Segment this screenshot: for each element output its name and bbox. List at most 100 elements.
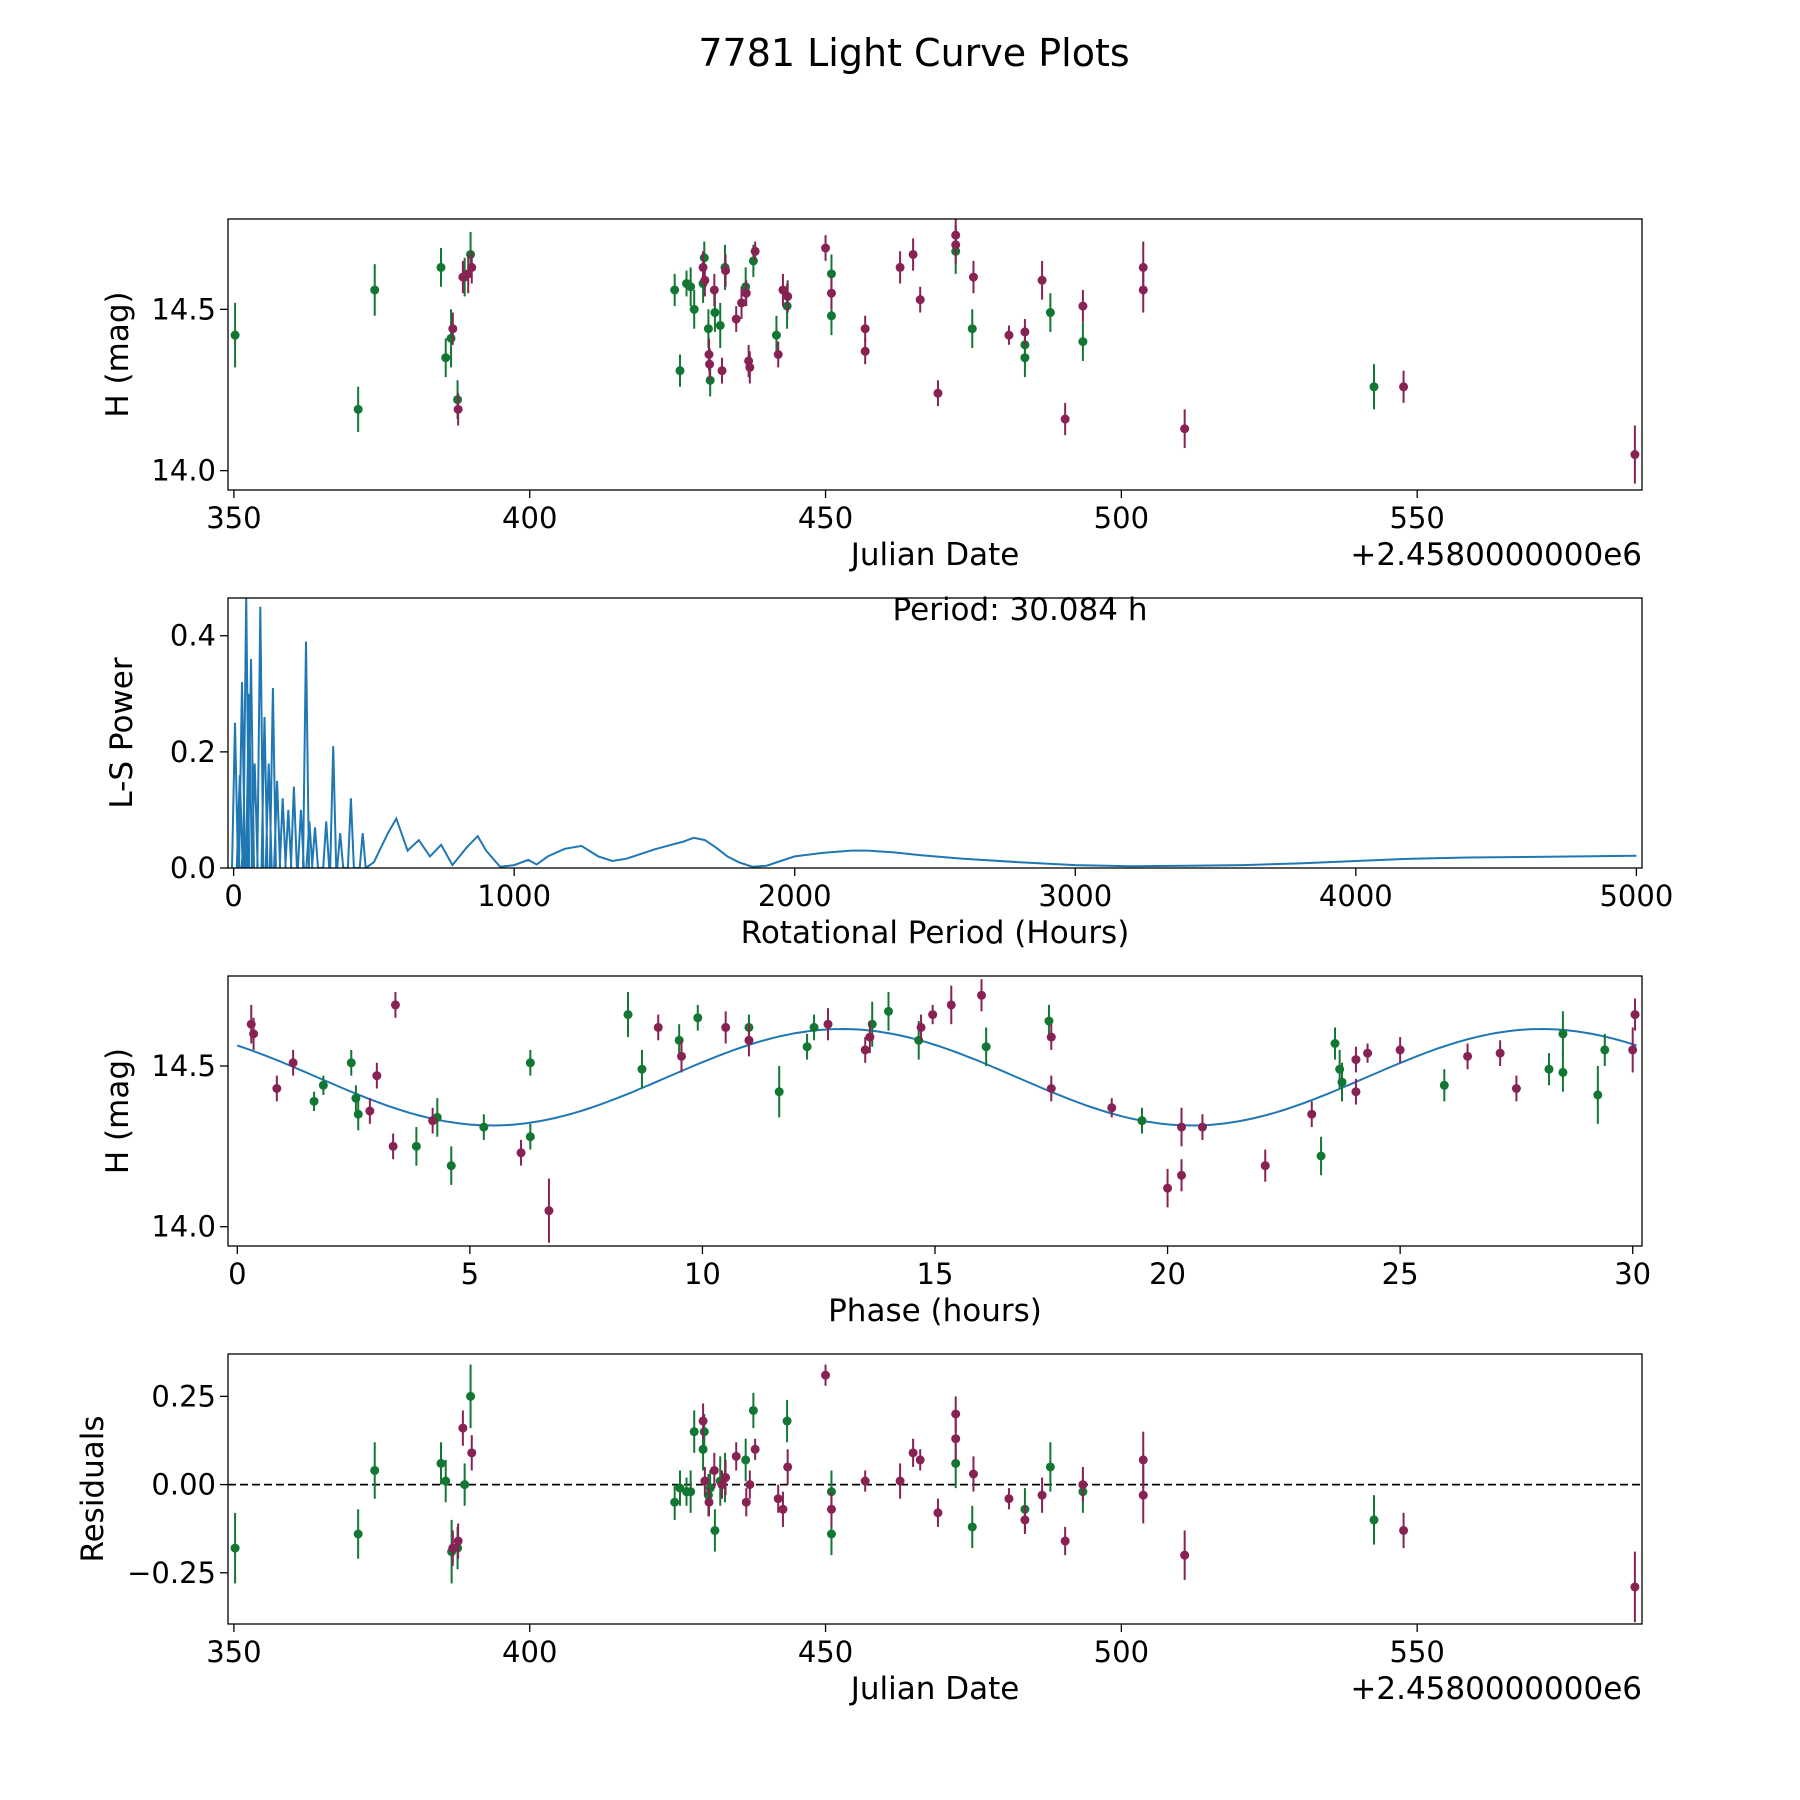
green-data-point <box>230 330 240 340</box>
x-tick-label: 500 <box>1094 501 1149 535</box>
x-tick-label: 550 <box>1390 501 1445 535</box>
purple-data-point <box>1037 275 1047 285</box>
purple-data-point <box>700 1476 710 1486</box>
purple-data-point <box>1138 1490 1148 1500</box>
purple-data-point <box>372 1071 382 1081</box>
green-data-point <box>689 1427 699 1437</box>
green-data-point <box>446 1161 456 1171</box>
phased-axes-frame <box>227 975 1643 1247</box>
purple-data-point <box>1180 1550 1190 1560</box>
purple-data-point <box>1463 1051 1473 1061</box>
green-data-point <box>693 1013 703 1023</box>
purple-data-point <box>895 262 905 272</box>
y-tick-label: 14.5 <box>151 292 216 326</box>
green-data-point <box>1439 1080 1449 1090</box>
green-data-point <box>1558 1067 1568 1077</box>
purple-data-point <box>1046 1084 1056 1093</box>
x-tick-label: 350 <box>206 501 261 535</box>
phased-panel: 0 5 10 15 20 25 30 14.0 14.5 Phase (hours) H (mag) <box>100 975 1651 1329</box>
purple-data-point <box>968 272 978 282</box>
purple-data-point <box>915 1455 925 1465</box>
green-data-point <box>460 1480 470 1490</box>
lightcurve-data-area <box>230 219 1640 484</box>
phased-data-area <box>236 979 1640 1243</box>
purple-data-point <box>709 285 719 295</box>
green-data-point <box>698 1444 708 1454</box>
green-data-point <box>346 1058 356 1068</box>
green-data-point <box>318 1080 328 1090</box>
purple-data-point <box>915 295 925 305</box>
residuals-axes-frame <box>227 1353 1643 1625</box>
x-axis-label: Julian Date <box>849 537 1020 573</box>
green-data-point <box>1044 1016 1054 1026</box>
purple-data-point <box>860 1045 870 1055</box>
green-data-point <box>370 1465 380 1475</box>
y-tick-label: 14.5 <box>151 1049 216 1083</box>
purple-data-point <box>1060 1536 1070 1546</box>
green-data-point <box>967 324 977 334</box>
green-data-point <box>1316 1151 1326 1161</box>
green-data-point <box>436 1458 446 1468</box>
x-tick-label: 30 <box>1614 1257 1651 1291</box>
green-data-point <box>802 1042 812 1052</box>
x-tick-label: 4000 <box>1319 879 1393 913</box>
purple-data-point <box>1177 1122 1187 1132</box>
green-data-point <box>686 282 696 292</box>
purple-data-point <box>750 246 760 256</box>
purple-data-point <box>721 1473 731 1483</box>
purple-data-point <box>1078 301 1088 311</box>
purple-data-point <box>1138 1455 1148 1465</box>
purple-data-point <box>428 1116 438 1126</box>
fit-curve <box>236 1027 1637 1127</box>
y-tick-label: 0.4 <box>170 619 216 653</box>
purple-data-point <box>1177 1170 1187 1180</box>
x-tick-label: 0 <box>224 879 242 913</box>
x-tick-label: 550 <box>1390 1635 1445 1669</box>
purple-data-point <box>1630 1010 1640 1020</box>
purple-data-point <box>1078 1480 1088 1490</box>
purple-data-point <box>467 1448 477 1458</box>
green-data-point <box>967 1522 977 1532</box>
x-tick-label: 400 <box>502 501 557 535</box>
purple-data-point <box>895 1476 905 1486</box>
x-tick-label: 1000 <box>477 879 551 913</box>
residuals-data-area <box>228 1364 1642 1623</box>
green-data-point <box>951 1458 961 1468</box>
purple-data-point <box>1197 1122 1207 1132</box>
y-tick-label: −0.25 <box>127 1556 216 1590</box>
x-tick-label: 15 <box>917 1257 954 1291</box>
purple-data-point <box>1180 424 1190 434</box>
green-data-point <box>411 1141 421 1151</box>
purple-data-point <box>1004 1494 1014 1504</box>
x-tick-label: 25 <box>1382 1257 1419 1291</box>
purple-data-point <box>1004 330 1014 340</box>
purple-data-point <box>951 1434 961 1444</box>
lightcurve-panel: 350 400 450 500 550 14.0 14.5 Julian Date H (mag… <box>100 218 1643 573</box>
green-data-point <box>741 1455 751 1465</box>
green-data-point <box>774 1087 784 1097</box>
purple-data-point <box>448 324 458 334</box>
x-tick-label: 3000 <box>1038 879 1112 913</box>
green-data-point <box>670 285 680 295</box>
green-data-point <box>782 1416 792 1426</box>
purple-data-point <box>390 1000 400 1010</box>
purple-data-point <box>821 243 831 253</box>
green-data-point <box>686 1487 696 1497</box>
purple-data-point <box>1630 1582 1640 1592</box>
x-tick-label: 0 <box>228 1257 246 1291</box>
periodogram-data-area <box>231 598 1637 868</box>
green-data-point <box>705 1483 715 1493</box>
green-data-point <box>1369 1515 1379 1525</box>
purple-data-point <box>453 1536 463 1546</box>
green-data-point <box>479 1122 489 1132</box>
green-data-point <box>771 330 781 340</box>
green-data-point <box>883 1006 893 1016</box>
purple-data-point <box>700 275 710 285</box>
purple-data-point <box>951 240 961 250</box>
purple-data-point <box>288 1058 298 1068</box>
purple-data-point <box>653 1022 663 1032</box>
x-axis-label: Julian Date <box>849 1671 1020 1707</box>
purple-data-point <box>1138 262 1148 272</box>
purple-data-point <box>704 1497 714 1507</box>
